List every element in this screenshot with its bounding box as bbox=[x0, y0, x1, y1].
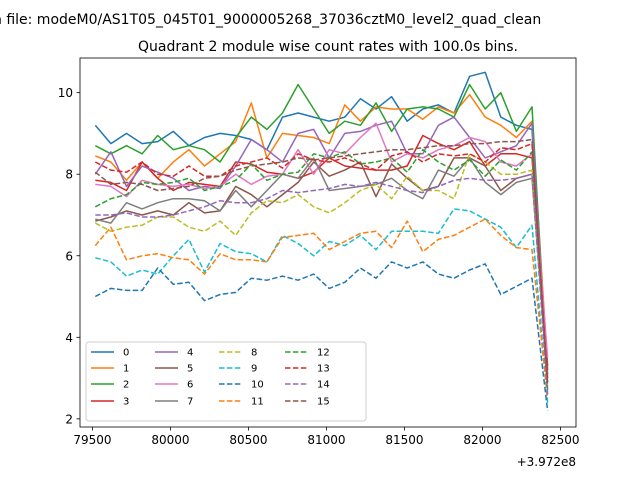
series-line-14 bbox=[95, 173, 549, 395]
series-line-0 bbox=[94, 71, 549, 370]
legend-label-0: 0 bbox=[123, 348, 129, 359]
series-line-1 bbox=[95, 93, 549, 366]
legend-label-13: 13 bbox=[317, 364, 330, 375]
legend-label-9: 9 bbox=[251, 364, 257, 375]
chart-title: Quadrant 2 module wise count rates with … bbox=[138, 39, 518, 55]
y-tick-label: 4 bbox=[65, 331, 73, 345]
legend-label-11: 11 bbox=[251, 397, 264, 408]
legend-label-1: 1 bbox=[123, 364, 129, 375]
series-line-2 bbox=[94, 83, 549, 383]
series-line-15 bbox=[94, 138, 549, 387]
legend-label-12: 12 bbox=[317, 348, 330, 359]
x-tick-label: 80500 bbox=[229, 433, 267, 447]
legend-label-4: 4 bbox=[187, 348, 193, 359]
series-line-12 bbox=[94, 148, 549, 391]
series-line-11 bbox=[94, 218, 549, 399]
y-tick-label: 10 bbox=[58, 86, 73, 100]
legend-label-5: 5 bbox=[187, 364, 193, 375]
y-tick-label: 6 bbox=[65, 249, 73, 263]
x-tick-label: 79500 bbox=[73, 433, 111, 447]
series-line-10 bbox=[94, 261, 549, 411]
legend-label-3: 3 bbox=[123, 397, 129, 408]
x-tick-label: 81000 bbox=[307, 433, 345, 447]
legend-label-2: 2 bbox=[123, 380, 129, 391]
x-offset-label: +3.972e8 bbox=[517, 455, 576, 469]
axes-frame bbox=[79, 57, 577, 428]
series-lines bbox=[94, 71, 549, 411]
x-tick-label: 81500 bbox=[385, 433, 423, 447]
series-line-5 bbox=[95, 157, 549, 366]
legend-label-7: 7 bbox=[187, 397, 193, 408]
legend-label-6: 6 bbox=[187, 380, 193, 391]
x-tick-label: 82000 bbox=[463, 433, 501, 447]
series-line-4 bbox=[94, 116, 549, 379]
legend-label-10: 10 bbox=[251, 380, 264, 391]
series-line-9 bbox=[95, 208, 549, 403]
y-tick-label: 2 bbox=[65, 412, 73, 426]
legend-label-8: 8 bbox=[251, 348, 257, 359]
chart-suptitle: n file: modeM0/AS1T05_045T01_9000005268_… bbox=[0, 12, 541, 28]
x-tick-label: 82500 bbox=[541, 433, 579, 447]
plot-area: 79500 80000 80500 81000 81500 82000 82500 2 4 6 8 1… bbox=[58, 57, 579, 447]
series-line-13 bbox=[94, 142, 549, 383]
x-tick-label: 80000 bbox=[151, 433, 189, 447]
series-line-6 bbox=[95, 122, 549, 358]
y-tick-label: 8 bbox=[65, 168, 73, 182]
legend-label-14: 14 bbox=[317, 380, 330, 391]
legend-label-15: 15 bbox=[317, 397, 330, 408]
